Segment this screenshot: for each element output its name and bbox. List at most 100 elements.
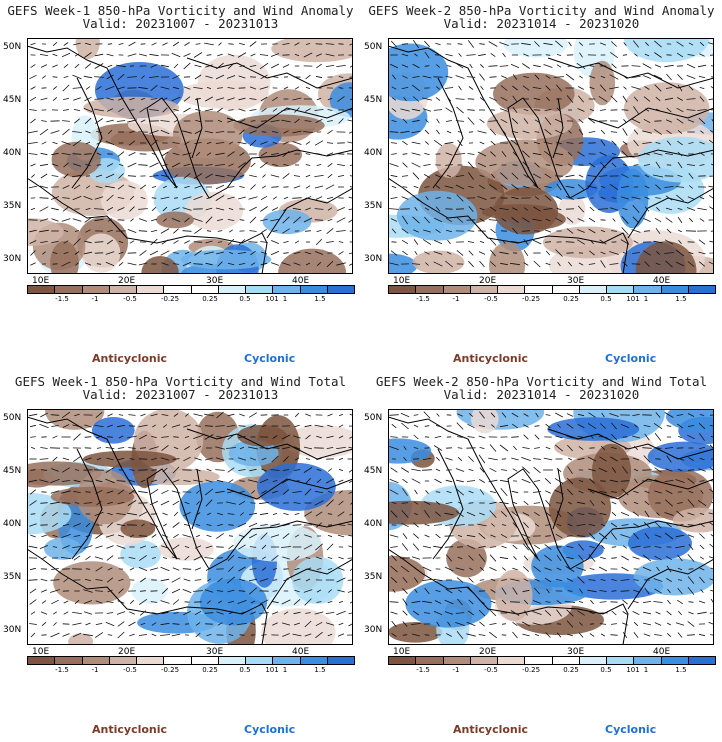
- wind-arrow: [173, 240, 179, 244]
- wind-arrow: [402, 75, 408, 79]
- wind-arrow: [523, 599, 529, 605]
- wind-arrow: [226, 119, 236, 123]
- coastline: [27, 416, 353, 645]
- wind-arrow: [698, 422, 706, 430]
- wind-arrow: [389, 163, 399, 167]
- wind-arrow: [643, 633, 651, 637]
- wind-arrow: [544, 577, 552, 583]
- wind-arrow: [488, 120, 498, 122]
- wind-arrow: [511, 436, 519, 438]
- wind-arrow: [149, 488, 159, 496]
- wind-arrow: [644, 490, 650, 494]
- wind-arrow: [687, 534, 695, 538]
- vorticity-blob: [141, 256, 179, 274]
- wind-arrow: [326, 152, 334, 156]
- wind-arrow: [227, 186, 235, 188]
- wind-arrow: [193, 52, 203, 58]
- lon-label: 10E: [32, 276, 50, 286]
- wind-arrow: [643, 164, 651, 166]
- wind-arrow: [512, 544, 518, 550]
- wind-arrow: [534, 41, 540, 47]
- wind-arrow: [305, 578, 311, 582]
- lon-label: 10E: [393, 276, 411, 286]
- wind-arrow: [634, 424, 638, 428]
- wind-arrow: [522, 63, 530, 69]
- wind-arrow: [261, 229, 267, 233]
- wind-arrow: [161, 444, 169, 452]
- wind-arrow: [413, 512, 419, 516]
- wind-arrow: [699, 218, 705, 222]
- colorbar-label: -1: [452, 295, 460, 303]
- wind-arrow: [149, 175, 159, 177]
- wind-arrow: [161, 239, 169, 245]
- wind-arrow: [83, 75, 93, 79]
- wind-arrow: [412, 633, 420, 637]
- wind-arrow: [675, 534, 685, 538]
- wind-arrow: [161, 611, 169, 615]
- wind-arrow: [664, 64, 674, 68]
- wind-arrow: [217, 119, 223, 123]
- wind-arrow: [556, 64, 562, 68]
- vorticity-blob: [412, 250, 465, 274]
- wind-arrow: [193, 263, 203, 265]
- wind-arrow: [41, 120, 47, 122]
- wind-arrow: [533, 206, 541, 212]
- wind-arrow: [390, 197, 398, 199]
- wind-arrow: [84, 96, 92, 102]
- wind-arrow: [433, 610, 443, 616]
- colorbar-swatch: [109, 657, 137, 664]
- wind-arrow: [303, 589, 313, 593]
- wind-arrow: [315, 196, 323, 200]
- wind-arrow: [150, 601, 158, 603]
- wind-arrow: [238, 425, 246, 427]
- anticyclonic-label: Anticyclonic: [453, 723, 529, 736]
- wind-arrow: [128, 140, 136, 146]
- wind-arrow: [84, 262, 92, 266]
- wind-arrow: [466, 480, 476, 482]
- wind-arrow: [611, 511, 617, 517]
- wind-arrow: [40, 611, 48, 615]
- wind-arrow: [74, 118, 80, 124]
- wind-arrow: [578, 480, 584, 482]
- vorticity-blob: [591, 443, 632, 499]
- wind-arrow: [677, 502, 683, 504]
- wind-arrow: [140, 479, 146, 483]
- wind-arrow: [677, 130, 683, 134]
- wind-arrow: [655, 108, 661, 112]
- wind-arrow: [621, 466, 629, 474]
- wind-arrow: [106, 119, 114, 123]
- wind-arrow: [512, 567, 518, 571]
- colorbar-swatch: [273, 286, 301, 293]
- wind-arrow: [577, 436, 585, 438]
- wind-arrow: [30, 250, 36, 256]
- wind-arrow: [292, 141, 302, 145]
- colorbar-label: -0.25: [521, 295, 541, 303]
- wind-arrow: [249, 98, 257, 100]
- wind-arrow: [621, 524, 629, 526]
- wind-arrow: [249, 86, 257, 90]
- wind-arrow: [587, 423, 597, 429]
- wind-arrow: [184, 185, 190, 189]
- wind-arrow: [193, 413, 203, 417]
- wind-arrow: [205, 164, 213, 166]
- wind-arrow: [205, 240, 213, 244]
- colorbar-label: -1.5: [416, 666, 430, 674]
- wind-arrow: [554, 152, 564, 156]
- wind-arrow: [138, 634, 148, 636]
- wind-arrow: [454, 153, 466, 155]
- wind-arrow: [599, 456, 607, 462]
- wind-arrow: [576, 501, 586, 505]
- wind-arrow: [590, 435, 594, 439]
- wind-arrow: [228, 622, 234, 626]
- wind-arrow: [522, 589, 530, 593]
- wind-arrow: [401, 422, 409, 430]
- wind-arrow: [633, 468, 639, 472]
- wind-arrow: [533, 587, 541, 595]
- wind-arrow: [556, 609, 562, 617]
- wind-arrow: [294, 424, 300, 428]
- wind-arrow: [479, 512, 485, 516]
- wind-arrow: [128, 414, 136, 416]
- wind-arrow: [512, 468, 518, 472]
- wind-arrow: [567, 511, 573, 517]
- wind-arrow: [611, 433, 617, 441]
